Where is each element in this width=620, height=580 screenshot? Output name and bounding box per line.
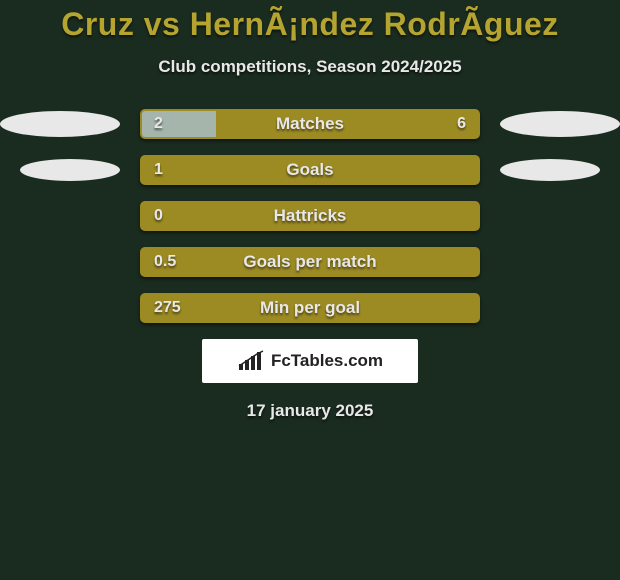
stat-row: Min per goal 275 <box>0 293 620 323</box>
stat-row: Goals 1 <box>0 155 620 185</box>
stat-bar: Goals per match 0.5 <box>140 247 480 277</box>
stat-value-left: 0 <box>154 207 163 225</box>
stat-value-right: 6 <box>457 115 466 133</box>
stat-label: Matches <box>276 114 344 134</box>
footer-logo-text: FcTables.com <box>271 351 383 371</box>
stat-value-left: 1 <box>154 161 163 179</box>
footer-logo-box: FcTables.com <box>202 339 418 383</box>
stat-label: Goals per match <box>243 252 376 272</box>
stat-bar-right-seg <box>216 111 478 137</box>
stat-bar: Matches 2 6 <box>140 109 480 139</box>
stat-label: Min per goal <box>260 298 360 318</box>
player-right-marker <box>500 159 600 181</box>
page-title: Cruz vs HernÃ¡ndez RodrÃ­guez <box>0 0 620 43</box>
stat-value-left: 275 <box>154 299 181 317</box>
stat-label: Goals <box>286 160 333 180</box>
player-left-marker <box>20 159 120 181</box>
stat-bar: Goals 1 <box>140 155 480 185</box>
player-left-marker <box>0 111 120 137</box>
stat-row: Matches 2 6 <box>0 109 620 139</box>
bar-chart-icon <box>237 350 265 372</box>
stat-value-left: 2 <box>154 115 163 133</box>
stat-label: Hattricks <box>274 206 347 226</box>
stat-row: Hattricks 0 <box>0 201 620 231</box>
player-right-marker <box>500 111 620 137</box>
stat-bar: Hattricks 0 <box>140 201 480 231</box>
stat-row: Goals per match 0.5 <box>0 247 620 277</box>
page-subtitle: Club competitions, Season 2024/2025 <box>0 57 620 77</box>
footer-date: 17 january 2025 <box>0 401 620 421</box>
stats-container: Matches 2 6 Goals 1 Hattricks 0 Goals per match… <box>0 109 620 323</box>
stat-bar: Min per goal 275 <box>140 293 480 323</box>
stat-value-left: 0.5 <box>154 253 176 271</box>
